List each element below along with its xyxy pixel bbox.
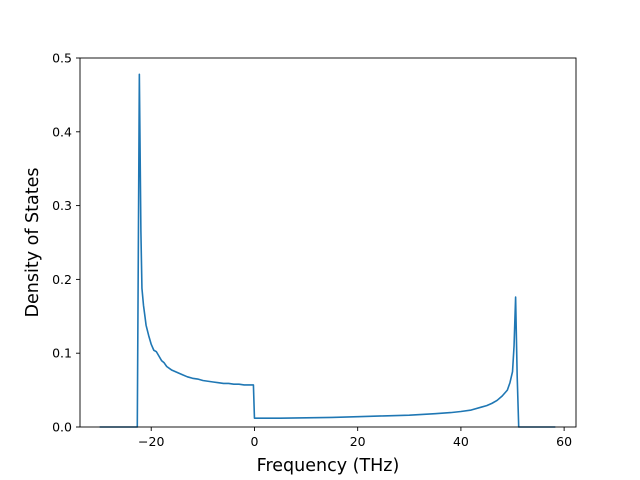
y-tick-label: 0.3 [52,198,72,213]
x-axis: −20 0 20 40 60 [138,427,572,449]
plot-area [99,73,556,428]
plot-frame [79,57,577,428]
y-tick-label: 0.0 [52,420,72,435]
y-tick-label: 0.5 [52,51,72,66]
x-tick-label: 0 [250,434,258,449]
x-tick-label: 60 [556,434,572,449]
y-tick-label: 0.4 [52,124,72,139]
y-axis: 0.0 0.1 0.2 0.3 0.4 0.5 [52,51,80,435]
x-tick-label: 40 [453,434,469,449]
y-tick-label: 0.1 [52,346,72,361]
x-tick-label: 20 [350,434,366,449]
y-axis-label: Density of States [23,168,43,318]
y-tick-label: 0.2 [52,272,72,287]
dos-series-line-0 [99,73,556,428]
x-axis-label: Frequency (THz) [257,456,400,476]
x-tick-label: −20 [138,434,164,449]
